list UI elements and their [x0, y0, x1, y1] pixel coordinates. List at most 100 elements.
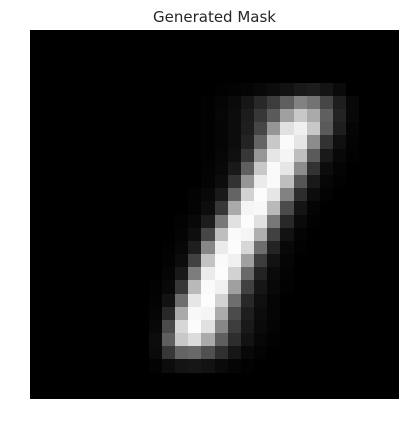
mask-pixel	[293, 174, 307, 189]
mask-pixel	[69, 227, 83, 241]
mask-pixel	[109, 174, 123, 189]
mask-pixel	[201, 43, 215, 57]
mask-pixel	[293, 214, 307, 228]
mask-pixel	[240, 95, 255, 110]
mask-pixel	[135, 359, 149, 373]
mask-pixel	[293, 30, 307, 44]
mask-pixel	[188, 174, 202, 189]
mask-pixel	[56, 372, 70, 386]
mask-pixel	[227, 109, 241, 123]
mask-pixel	[148, 227, 162, 241]
mask-pixel	[214, 240, 228, 255]
mask-pixel	[69, 333, 83, 347]
mask-pixel	[267, 56, 281, 70]
mask-pixel	[135, 319, 149, 334]
mask-pixel	[148, 135, 162, 149]
mask-pixel	[280, 109, 294, 123]
mask-pixel	[135, 161, 149, 175]
mask-pixel	[254, 56, 268, 70]
mask-pixel	[319, 43, 334, 57]
mask-pixel	[30, 135, 44, 149]
mask-pixel	[372, 95, 386, 110]
mask-pixel	[174, 333, 189, 347]
mask-pixel	[372, 122, 386, 136]
mask-pixel	[135, 188, 149, 202]
mask-pixel	[201, 201, 215, 215]
mask-pixel	[293, 333, 307, 347]
mask-pixel	[280, 30, 294, 44]
mask-pixel	[109, 306, 123, 320]
mask-pixel	[201, 161, 215, 175]
mask-pixel	[293, 346, 307, 360]
mask-pixel	[148, 69, 162, 83]
mask-pixel	[135, 69, 149, 83]
mask-pixel	[306, 56, 320, 70]
mask-pixel	[56, 30, 70, 44]
mask-pixel	[333, 254, 347, 268]
mask-pixel	[43, 188, 57, 202]
mask-pixel	[306, 148, 320, 162]
mask-pixel	[122, 95, 136, 110]
mask-pixel	[69, 293, 83, 307]
mask-pixel	[254, 372, 268, 386]
mask-pixel	[82, 69, 96, 83]
mask-pixel	[346, 359, 360, 373]
mask-pixel	[254, 333, 268, 347]
mask-pixel	[95, 333, 110, 347]
mask-pixel	[69, 201, 83, 215]
mask-pixel	[122, 122, 136, 136]
mask-pixel	[333, 69, 347, 83]
mask-pixel	[227, 201, 241, 215]
mask-pixel	[254, 201, 268, 215]
mask-pixel	[188, 240, 202, 255]
mask-pixel	[280, 135, 294, 149]
mask-pixel	[188, 333, 202, 347]
mask-pixel	[109, 95, 123, 110]
mask-pixel	[201, 227, 215, 241]
mask-pixel	[293, 319, 307, 334]
mask-pixel	[148, 267, 162, 281]
mask-pixel	[148, 148, 162, 162]
mask-pixel	[69, 306, 83, 320]
mask-pixel	[188, 109, 202, 123]
mask-pixel	[227, 188, 241, 202]
mask-pixel	[227, 56, 241, 70]
mask-pixel	[174, 174, 189, 189]
mask-pixel	[30, 280, 44, 294]
mask-pixel	[333, 56, 347, 70]
mask-pixel	[346, 95, 360, 110]
mask-pixel	[135, 227, 149, 241]
mask-pixel	[293, 135, 307, 149]
mask-pixel	[359, 109, 373, 123]
mask-pixel	[333, 306, 347, 320]
mask-pixel	[109, 346, 123, 360]
mask-pixel	[95, 372, 110, 386]
mask-pixel	[109, 201, 123, 215]
mask-pixel	[214, 69, 228, 83]
mask-pixel	[319, 333, 334, 347]
mask-pixel	[306, 227, 320, 241]
mask-pixel	[109, 240, 123, 255]
mask-pixel	[372, 280, 386, 294]
mask-pixel	[306, 280, 320, 294]
mask-pixel	[333, 240, 347, 255]
mask-pixel	[82, 319, 96, 334]
mask-pixel	[56, 385, 70, 399]
mask-pixel	[333, 201, 347, 215]
mask-pixel	[43, 254, 57, 268]
mask-pixel	[135, 214, 149, 228]
mask-pixel	[333, 385, 347, 399]
mask-pixel	[227, 135, 241, 149]
mask-pixel	[240, 43, 255, 57]
mask-pixel	[43, 161, 57, 175]
mask-pixel	[267, 280, 281, 294]
mask-pixel	[201, 188, 215, 202]
mask-pixel	[148, 346, 162, 360]
mask-pixel	[254, 267, 268, 281]
mask-pixel	[109, 56, 123, 70]
mask-pixel	[359, 333, 373, 347]
mask-pixel	[95, 293, 110, 307]
mask-pixel	[148, 359, 162, 373]
mask-pixel	[333, 122, 347, 136]
mask-pixel	[188, 359, 202, 373]
